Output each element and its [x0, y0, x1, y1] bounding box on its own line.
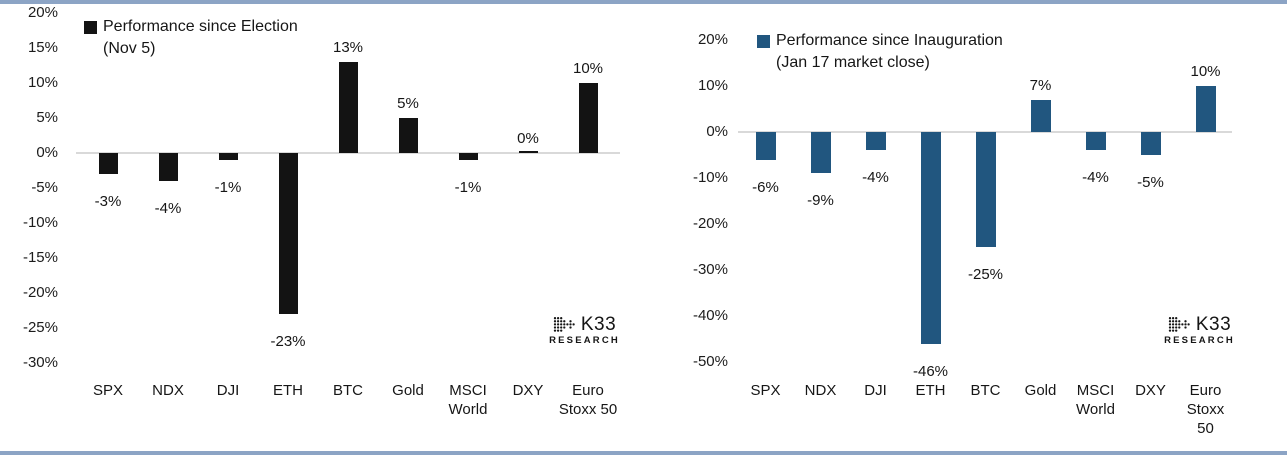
bottom-divider-rule — [0, 451, 1287, 455]
k33-research-logo: K33 RESEARCH — [549, 315, 620, 346]
data-label: -25% — [967, 266, 1004, 283]
data-label: -4% — [1082, 169, 1109, 187]
legend-line1: Performance since Inauguration — [776, 32, 1003, 49]
y-axis-tick-label: 15% — [27, 39, 58, 56]
bar-btc — [338, 62, 358, 153]
y-axis-tick-label: -30% — [22, 354, 58, 371]
bar-dxy — [1140, 132, 1161, 155]
y-axis-tick-label: 20% — [27, 4, 58, 21]
y-axis-tick-label: 10% — [27, 74, 58, 91]
bar-msci-world — [1085, 132, 1106, 151]
data-label: -4% — [862, 169, 889, 187]
y-axis-tick-label: -30% — [692, 261, 728, 278]
x-axis-category-label: SPX — [750, 382, 781, 399]
data-label: 5% — [397, 95, 419, 112]
x-axis-category-label: SPX — [92, 382, 123, 399]
x-axis-category-label: DJI — [864, 382, 887, 399]
data-label: -46% — [912, 362, 949, 380]
bar-eth — [920, 132, 941, 344]
y-axis-tick-label: -15% — [22, 249, 58, 266]
data-label: 7% — [1029, 76, 1052, 94]
bar-euro-stoxx-50 — [1195, 86, 1216, 132]
y-axis-tick-label: -25% — [22, 319, 58, 336]
data-label: 10% — [572, 60, 604, 77]
x-axis-category-label: Euro Stoxx 50 — [558, 382, 618, 418]
data-label: -4% — [154, 200, 182, 217]
bar-dxy — [518, 150, 538, 153]
bar-ndx — [810, 132, 831, 174]
data-label: -9% — [807, 192, 834, 210]
k33-logo-name: K33 — [1195, 314, 1232, 335]
k33-logo-research-label: RESEARCH — [549, 335, 620, 346]
data-label: -5% — [1137, 174, 1164, 191]
bar-gold — [398, 118, 418, 153]
bar-spx — [755, 132, 776, 160]
x-axis-category-label: Gold — [1024, 382, 1057, 399]
zero-axis-line — [76, 152, 620, 154]
y-axis-tick-label: 5% — [36, 109, 58, 126]
bar-ndx — [158, 153, 178, 181]
x-axis-category-label: Gold — [392, 382, 424, 399]
election-performance-chart: Performance since Election (Nov 5) K33 R… — [0, 0, 645, 450]
data-label: 13% — [332, 39, 364, 56]
y-axis-tick-label: -50% — [692, 353, 728, 370]
top-divider-rule — [0, 0, 1287, 4]
k33-logo-name: K33 — [580, 314, 617, 335]
x-axis-category-label: MSCI World — [448, 382, 488, 418]
y-axis-tick-label: -40% — [692, 307, 728, 324]
y-axis-tick-label: -5% — [31, 179, 58, 196]
data-label: -1% — [214, 179, 242, 196]
x-axis-category-label: BTC — [970, 382, 1001, 399]
bar-eth — [278, 153, 298, 314]
x-axis-category-label: MSCI World — [1076, 382, 1115, 418]
data-label: 0% — [517, 130, 539, 147]
data-label: 10% — [1190, 63, 1221, 80]
k33-logo-research-label: RESEARCH — [1164, 335, 1235, 346]
k33-logo-top: K33 — [1168, 315, 1231, 334]
x-axis-category-label: NDX — [804, 382, 837, 399]
bar-euro-stoxx-50 — [578, 83, 598, 153]
data-label: -23% — [270, 333, 306, 350]
legend-label: Performance since Inauguration (Jan 17 m… — [776, 30, 1003, 74]
x-axis-category-label: ETH — [273, 382, 303, 399]
y-axis-tick-label: -10% — [22, 214, 58, 231]
bar-dji — [218, 153, 238, 160]
x-axis-category-label: NDX — [152, 382, 184, 399]
legend-line1: Performance since Election — [103, 18, 298, 35]
legend-line2: (Jan 17 market close) — [776, 54, 930, 71]
bar-gold — [1030, 99, 1051, 132]
y-axis-tick-label: -10% — [692, 169, 728, 186]
y-axis-tick-label: -20% — [22, 284, 58, 301]
legend-swatch-blue — [757, 35, 770, 48]
bar-btc — [975, 132, 996, 247]
k33-logo-top: K33 — [553, 315, 616, 334]
legend-inauguration: Performance since Inauguration (Jan 17 m… — [757, 30, 1003, 74]
x-axis-category-label: Euro Stoxx 50 — [1186, 382, 1225, 437]
legend-line2: (Nov 5) — [103, 40, 156, 57]
legend-election: Performance since Election (Nov 5) — [84, 16, 298, 60]
k33-logo-mark — [1168, 317, 1190, 332]
data-label: -1% — [454, 179, 482, 196]
x-axis-category-label: ETH — [915, 382, 946, 399]
y-axis-tick-label: 0% — [706, 123, 728, 140]
x-axis-category-label: DXY — [512, 382, 544, 399]
y-axis-tick-label: 20% — [697, 31, 728, 48]
bar-spx — [98, 153, 118, 174]
bar-msci-world — [458, 153, 478, 160]
y-axis-tick-label: -20% — [692, 215, 728, 232]
data-label: -3% — [94, 193, 122, 210]
inauguration-performance-chart: Performance since Inauguration (Jan 17 m… — [647, 0, 1287, 450]
x-axis-category-label: DJI — [216, 382, 240, 399]
x-axis-category-label: DXY — [1135, 382, 1166, 399]
y-axis-tick-label: 0% — [36, 144, 58, 161]
k33-research-logo: K33 RESEARCH — [1164, 315, 1235, 346]
legend-label: Performance since Election (Nov 5) — [103, 16, 298, 60]
bar-dji — [865, 132, 886, 151]
k33-logo-mark — [553, 317, 575, 332]
x-axis-category-label: BTC — [333, 382, 363, 399]
data-label: -6% — [752, 178, 779, 196]
legend-swatch-black — [84, 21, 97, 34]
y-axis-tick-label: 10% — [697, 77, 728, 94]
